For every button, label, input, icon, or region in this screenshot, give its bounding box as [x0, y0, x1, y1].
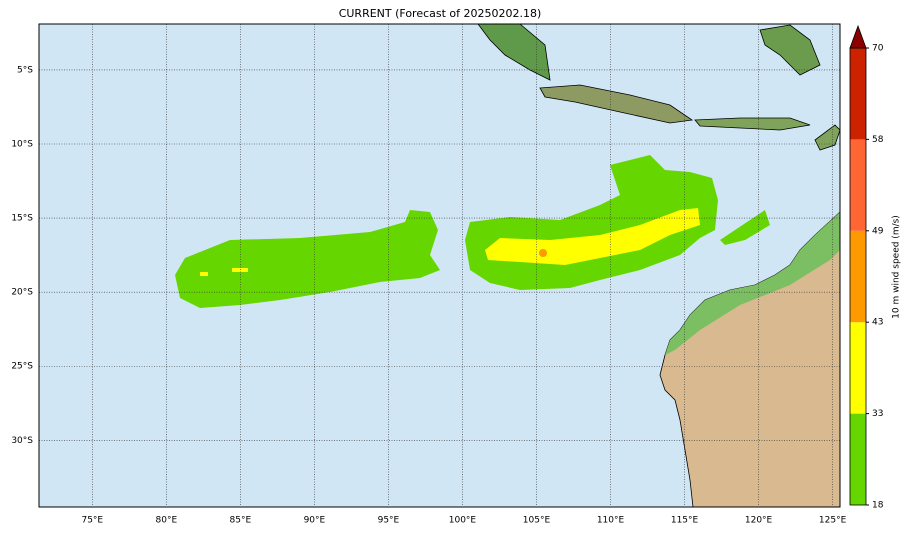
colorbar-tick-label: 49 — [872, 226, 884, 236]
colorbar-segment — [850, 139, 866, 231]
colorbar-tick-label: 18 — [872, 501, 884, 511]
colorbar-tick-label: 43 — [872, 318, 883, 328]
colorbar-tick-label: 58 — [872, 135, 884, 145]
land — [477, 23, 841, 508]
x-tick-label: 125°E — [819, 516, 847, 526]
colorbar-segment — [850, 230, 866, 323]
x-tick-label: 75°E — [81, 516, 103, 526]
x-tick-label: 115°E — [671, 516, 699, 526]
y-tick-label: 15°S — [11, 214, 33, 224]
x-tick-label: 100°E — [449, 516, 477, 526]
x-tick-label: 90°E — [304, 516, 326, 526]
y-tick-label: 5°S — [17, 65, 33, 75]
y-tick-label: 20°S — [11, 288, 33, 298]
map-frame — [38, 23, 841, 508]
y-tick-label: 10°S — [11, 140, 33, 150]
map-title: CURRENT (Forecast of 20250202.18) — [339, 7, 542, 20]
colorbar-segment — [850, 48, 866, 140]
colorbar-label: 10 m wind speed (m/s) — [892, 215, 902, 319]
colorbar-segment — [850, 322, 866, 414]
colorbar-tick-label: 70 — [872, 44, 884, 54]
y-tick-label: 25°S — [11, 362, 33, 372]
colorbar: 18 33 43 49 58 70 — [849, 24, 884, 511]
x-tick-label: 85°E — [230, 516, 252, 526]
colorbar-extend — [849, 24, 867, 49]
x-tick-label: 105°E — [523, 516, 551, 526]
colorbar-segment — [850, 413, 866, 505]
x-tick-label: 80°E — [156, 516, 178, 526]
x-tick-label: 110°E — [597, 516, 625, 526]
wind-field — [175, 155, 770, 308]
x-tick-label: 120°E — [745, 516, 773, 526]
x-tick-label: 95°E — [378, 516, 400, 526]
colorbar-frame — [849, 47, 867, 506]
grid — [39, 24, 840, 507]
y-tick-label: 30°S — [11, 436, 33, 446]
colorbar-tick-label: 33 — [872, 409, 883, 419]
